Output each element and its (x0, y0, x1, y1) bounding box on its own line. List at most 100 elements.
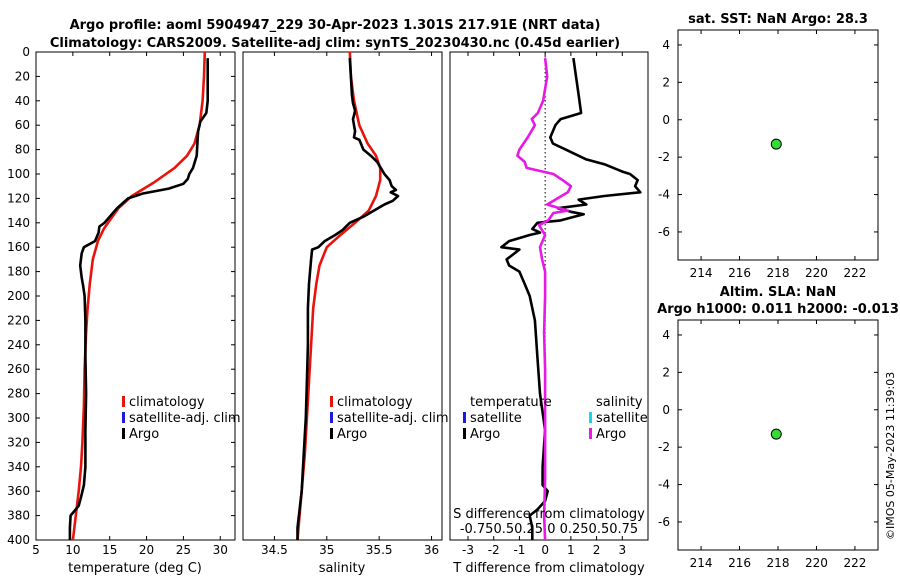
legend-swatch-climatology (122, 396, 125, 407)
x-tick-label: -2 (488, 543, 500, 557)
series-line-argo-s-diff (516, 57, 573, 541)
x-tick-label: 222 (843, 266, 866, 280)
depth-tick-label: 160 (7, 240, 30, 254)
difference-panel: -3 -2 -1 0 1 2 3 temperature salinity satellit… (449, 51, 649, 576)
x-tick-label: 216 (728, 266, 751, 280)
depth-tick-label: 320 (7, 435, 30, 449)
salinity-x-ticks: 34.5 35 35.5 36 (261, 52, 439, 557)
legend-label-climatology: climatology (337, 395, 413, 410)
x-tick-label: 30 (213, 543, 228, 557)
y-tick-label: 4 (662, 328, 670, 342)
y-tick-label: -4 (658, 478, 670, 492)
depth-tick-label: 340 (7, 460, 30, 474)
x-tick-label: 0 (541, 543, 549, 557)
depth-tick-label: 240 (7, 338, 30, 352)
x-tick-label: 222 (843, 556, 866, 570)
salinity-axes (242, 51, 443, 541)
legend-label-argo: Argo (337, 427, 367, 442)
y-tick-label: -2 (658, 440, 670, 454)
depth-tick-label: 360 (7, 484, 30, 498)
legend-title-temperature: temperature (470, 395, 552, 410)
depth-tick-label: 120 (7, 191, 30, 205)
legend-label-satellite-clim: satellite-adj. clim (337, 411, 449, 426)
legend-swatch-satellite-clim (330, 412, 333, 423)
x-tick-label: 34.5 (261, 543, 288, 557)
data-point-marker (770, 428, 782, 440)
depth-tick-label: 280 (7, 387, 30, 401)
y-tick-label: -6 (658, 515, 670, 529)
series-line-climatology (71, 51, 207, 541)
x-tick-label: 216 (728, 556, 751, 570)
sst-panel: sat. SST: NaN Argo: 28.3 214 216 218 220 222… (658, 12, 879, 280)
salinity-difference-xlabel: S difference from climatology (453, 507, 645, 522)
x-tick-label: 220 (805, 556, 828, 570)
x-tick-label: 35.5 (366, 543, 393, 557)
salinity-panel: 34.5 35 35.5 36 climatology satellite-adj. … (242, 51, 449, 576)
x-tick-label: 218 (767, 266, 790, 280)
temperature-axes (35, 51, 236, 541)
depth-tick-label: 180 (7, 265, 30, 279)
sst-points (770, 138, 782, 150)
x-tick-label: 5 (32, 543, 40, 557)
y-tick-label: 0 (662, 403, 670, 417)
difference-xlabel: T difference from climatology (452, 561, 645, 576)
depth-tick-label: 200 (7, 289, 30, 303)
temperature-xlabel: temperature (deg C) (68, 561, 202, 576)
x-tick-label: 220 (805, 266, 828, 280)
x-tick-label: 1 (567, 543, 575, 557)
legend-swatch-argo (122, 428, 125, 439)
series-line-argo (296, 58, 400, 540)
figure-title-line1: Argo profile: aoml 5904947_229 30-Apr-20… (70, 18, 601, 33)
sla-title: Altim. SLA: NaN (720, 285, 836, 300)
depth-tick-label: 20 (15, 69, 30, 83)
sla-ticks: 214 216 218 220 222 4 2 0 -2 -4 -6 (658, 320, 878, 570)
x-tick-label: 35 (319, 543, 334, 557)
salinity-legend: climatology satellite-adj. clim Argo (330, 395, 449, 442)
legend-title-salinity: salinity (596, 395, 643, 410)
x-tick-label: -1 (513, 543, 525, 557)
x-tick-label: 20 (139, 543, 154, 557)
legend-label-temp-satellite: satellite (470, 411, 522, 426)
data-point-marker (770, 138, 782, 150)
legend-swatch-argo (330, 428, 333, 439)
x-tick-label: 25 (176, 543, 191, 557)
timestamp: ©IMOS 05-May-2023 11:39:03 (884, 372, 897, 540)
salinity-xlabel: salinity (319, 561, 366, 576)
sst-ticks: 214 216 218 220 222 4 2 0 -2 -4 -6 (658, 30, 878, 280)
legend-label-temp-argo: Argo (470, 427, 500, 442)
y-tick-label: -6 (658, 225, 670, 239)
sst-title: sat. SST: NaN Argo: 28.3 (688, 12, 868, 27)
temperature-legend: climatology satellite-adj. clim Argo (122, 395, 241, 442)
depth-tick-label: 260 (7, 362, 30, 376)
legend-swatch-climatology (330, 396, 333, 407)
difference-axes (449, 51, 649, 541)
depth-tick-label: 380 (7, 509, 30, 523)
figure-title-line2: Climatology: CARS2009. Satellite-adj cli… (50, 36, 620, 51)
depth-tick-label: 100 (7, 167, 30, 181)
depth-tick-label: 0 (22, 45, 30, 59)
temperature-lines (68, 51, 209, 541)
salinity-difference-ticks: -0.750.50.25 0 0.250.50.75 (460, 522, 638, 537)
difference-lines (500, 57, 642, 541)
y-tick-label: 2 (662, 365, 670, 379)
salinity-lines (296, 51, 400, 541)
legend-swatch-temp-argo (463, 428, 466, 439)
legend-label-sal-argo: Argo (596, 427, 626, 442)
sla-title-line2: Argo h1000: 0.011 h2000: -0.013 (657, 302, 899, 317)
y-tick-label: 0 (662, 113, 670, 127)
legend-label-sal-satellite: satellite (596, 411, 648, 426)
difference-legend: temperature salinity satellite Argo sate… (463, 395, 648, 442)
depth-tick-label: 40 (15, 94, 30, 108)
y-tick-label: 2 (662, 75, 670, 89)
x-tick-label: 36 (424, 543, 439, 557)
series-line-argo (68, 58, 209, 540)
depth-tick-label: 400 (7, 533, 30, 547)
x-tick-label: 218 (767, 556, 790, 570)
sla-points (770, 428, 782, 440)
x-tick-label: 214 (690, 266, 713, 280)
legend-swatch-sal-argo (589, 428, 592, 439)
x-tick-label: 214 (690, 556, 713, 570)
legend-swatch-sal-satellite (589, 412, 592, 423)
sla-panel: Altim. SLA: NaN Argo h1000: 0.011 h2000:… (657, 285, 899, 570)
